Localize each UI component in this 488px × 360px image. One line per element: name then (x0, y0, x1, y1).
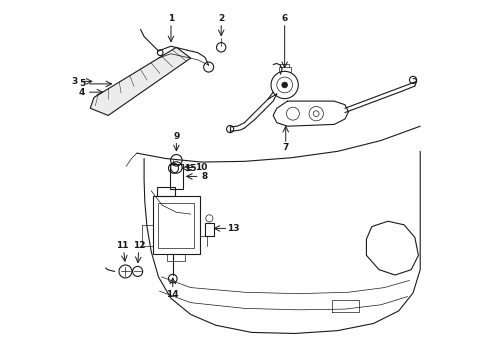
Text: 5: 5 (79, 80, 85, 89)
Text: 3: 3 (72, 77, 78, 86)
Circle shape (281, 82, 287, 88)
Text: 8: 8 (202, 172, 208, 181)
Text: 4: 4 (79, 87, 85, 96)
Polygon shape (90, 47, 190, 116)
Text: 6: 6 (281, 14, 287, 23)
Text: 2: 2 (218, 14, 224, 23)
Text: 13: 13 (227, 224, 240, 233)
Text: 9: 9 (173, 132, 179, 141)
Text: 1: 1 (167, 14, 174, 23)
Text: 7: 7 (282, 143, 288, 152)
Text: 15: 15 (183, 164, 196, 173)
Text: 11: 11 (116, 241, 128, 250)
Text: 10: 10 (194, 163, 206, 172)
Text: 14: 14 (166, 289, 179, 298)
Text: 12: 12 (133, 241, 145, 250)
